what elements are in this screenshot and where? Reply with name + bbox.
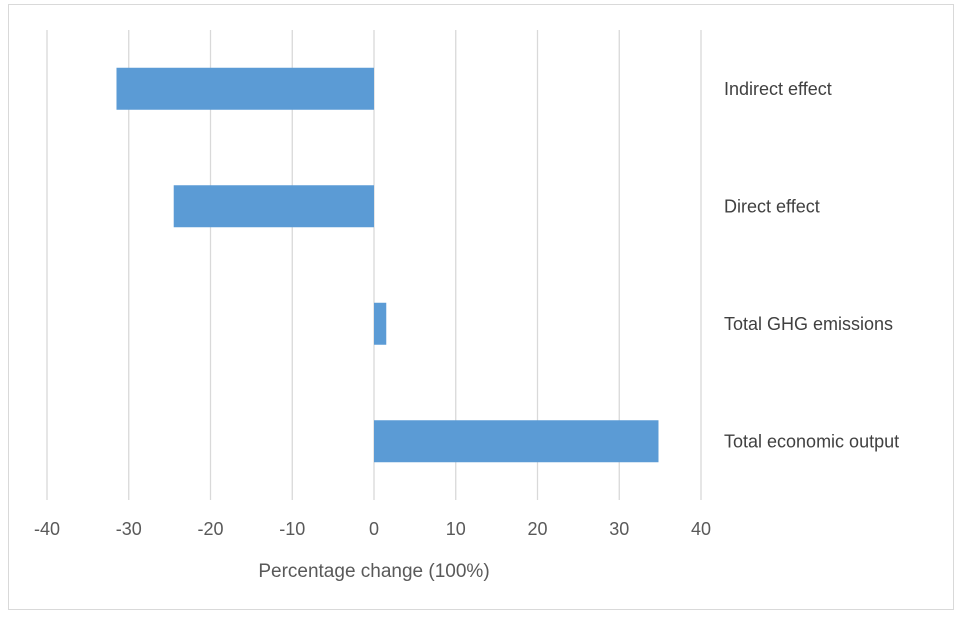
bar bbox=[173, 185, 374, 228]
category-label: Direct effect bbox=[724, 196, 820, 216]
bar bbox=[374, 420, 659, 463]
x-tick-label: -30 bbox=[116, 519, 142, 539]
x-tick-label: -40 bbox=[34, 519, 60, 539]
x-tick-label: 10 bbox=[446, 519, 466, 539]
bar bbox=[116, 67, 375, 110]
bars bbox=[116, 67, 659, 463]
category-label: Total GHG emissions bbox=[724, 314, 893, 334]
x-axis-title: Percentage change (100%) bbox=[258, 561, 489, 582]
x-tick-label: -10 bbox=[279, 519, 305, 539]
category-labels: Indirect effect Direct effect Total GHG em… bbox=[724, 79, 899, 452]
x-tick-label: -20 bbox=[197, 519, 223, 539]
x-tick-labels: -40 -30 -20 -10 0 10 20 30 40 bbox=[34, 519, 711, 539]
x-tick-label: 40 bbox=[691, 519, 711, 539]
category-label: Indirect effect bbox=[724, 79, 832, 99]
bar bbox=[374, 302, 387, 345]
x-tick-label: 30 bbox=[609, 519, 629, 539]
category-label: Total economic output bbox=[724, 431, 899, 451]
x-tick-label: 20 bbox=[527, 519, 547, 539]
x-tick-label: 0 bbox=[369, 519, 379, 539]
